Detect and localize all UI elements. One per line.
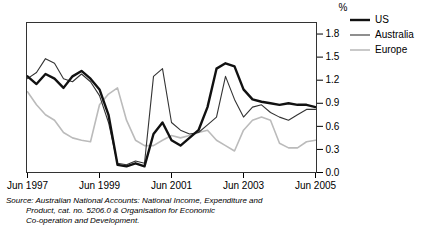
svg-text:0.3: 0.3 [326,144,340,155]
svg-text:%: % [339,2,348,13]
svg-text:1.8: 1.8 [326,28,340,39]
svg-text:0.0: 0.0 [326,167,340,178]
svg-text:0.9: 0.9 [326,97,340,108]
svg-text:1.5: 1.5 [326,51,340,62]
html-text:Source: Australian National Ac: Source: Australian National Accounts: Na… [6,196,263,225]
svg-text:Jun 2003: Jun 2003 [223,180,265,191]
html-text:US: US [375,14,389,25]
html-text:Europe: Europe [375,44,408,55]
html-text:Australia: Australia [375,29,414,40]
svg-text:Jun 2001: Jun 2001 [151,180,193,191]
svg-text:Jun 2005: Jun 2005 [295,180,337,191]
svg-text:1.2: 1.2 [326,74,340,85]
svg-text:0.6: 0.6 [326,121,340,132]
svg-text:Jun 1997: Jun 1997 [7,180,49,191]
svg-text:Jun 1999: Jun 1999 [79,180,121,191]
